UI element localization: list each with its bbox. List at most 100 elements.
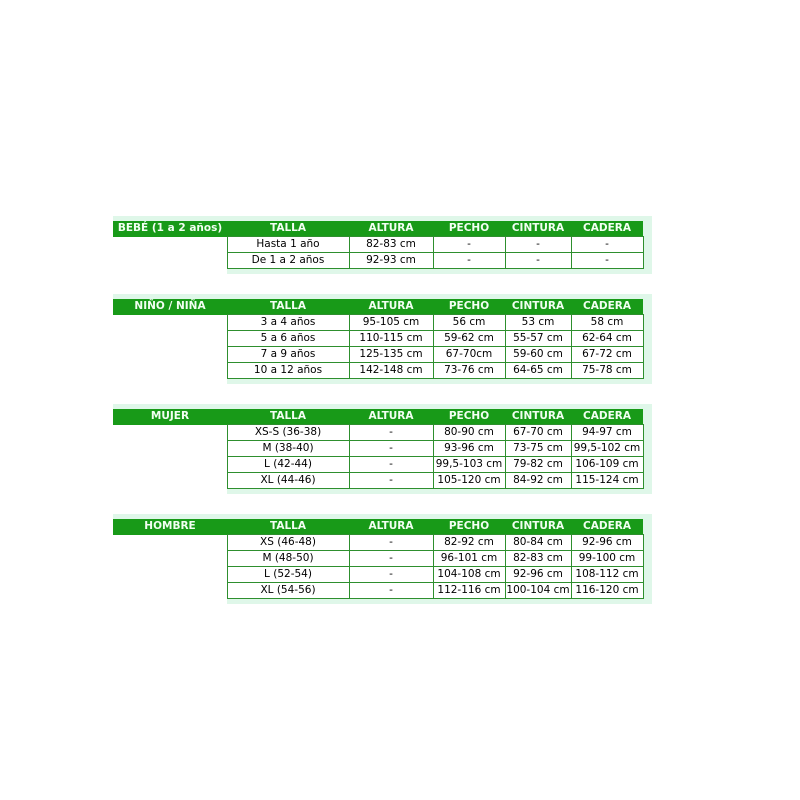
cell-cadera: 108-112 cm (570, 566, 644, 583)
size-table-block: BEBÉ (1 a 2 años) TALLA ALTURA PECHO CINTUR… (113, 216, 652, 274)
cell-cadera: 75-78 cm (570, 362, 644, 379)
size-table-block: MUJER TALLA ALTURA PECHO CINTURA CADERA XS-S… (113, 404, 652, 494)
label-column-spacer (113, 425, 227, 441)
cell-talla: M (48-50) (226, 550, 350, 567)
table-row: 10 a 12 años 142-148 cm 73-76 cm 64-65 cm 75… (113, 362, 644, 379)
cell-altura: - (348, 440, 434, 457)
cell-altura: - (348, 472, 434, 489)
size-table: BEBÉ (1 a 2 años) TALLA ALTURA PECHO CINTUR… (113, 221, 644, 269)
label-column-mask (113, 236, 227, 274)
column-header-cadera: CADERA (571, 519, 643, 535)
label-column-spacer (113, 331, 227, 347)
column-header-cadera: CADERA (571, 221, 643, 237)
label-column-mask (113, 534, 227, 604)
cell-altura: - (348, 534, 434, 551)
column-header-cintura: CINTURA (505, 299, 571, 315)
column-header-talla: TALLA (227, 221, 349, 237)
cell-talla: M (38-40) (226, 440, 350, 457)
column-header-altura: ALTURA (349, 409, 433, 425)
label-column-spacer (113, 535, 227, 551)
cell-cadera: 58 cm (570, 314, 644, 331)
cell-cadera: 67-72 cm (570, 346, 644, 363)
size-table: NIÑO / NIÑA TALLA ALTURA PECHO CINTURA CADER… (113, 299, 644, 379)
header-row: HOMBRE TALLA ALTURA PECHO CINTURA CADERA (113, 519, 643, 535)
size-table-block: HOMBRE TALLA ALTURA PECHO CINTURA CADERA XS … (113, 514, 652, 604)
cell-pecho: - (432, 236, 506, 253)
column-header-talla: TALLA (227, 519, 349, 535)
cell-cadera: - (570, 236, 644, 253)
cell-cadera: 99-100 cm (570, 550, 644, 567)
header-row: NIÑO / NIÑA TALLA ALTURA PECHO CINTURA CADER… (113, 299, 643, 315)
column-header-cintura: CINTURA (505, 221, 571, 237)
cell-altura: 82-83 cm (348, 236, 434, 253)
cell-cintura: - (504, 252, 572, 269)
table-row: De 1 a 2 años 92-93 cm - - - (113, 252, 644, 269)
cell-pecho: 93-96 cm (432, 440, 506, 457)
cell-pecho: 80-90 cm (432, 424, 506, 441)
cell-talla: Hasta 1 año (226, 236, 350, 253)
cell-altura: - (348, 582, 434, 599)
cell-altura: 142-148 cm (348, 362, 434, 379)
cell-cintura: 92-96 cm (504, 566, 572, 583)
table-row: L (52-54) -104-108 cm 92-96 cm 108-112 cm (113, 566, 644, 583)
cell-pecho: - (432, 252, 506, 269)
cell-altura: 92-93 cm (348, 252, 434, 269)
column-header-pecho: PECHO (433, 299, 505, 315)
column-header-altura: ALTURA (349, 519, 433, 535)
label-column-spacer (113, 253, 227, 269)
cell-talla: 7 a 9 años (226, 346, 350, 363)
cell-talla: De 1 a 2 años (226, 252, 350, 269)
size-table: MUJER TALLA ALTURA PECHO CINTURA CADERA XS-S… (113, 409, 644, 489)
cell-cadera: - (570, 252, 644, 269)
label-column-spacer (113, 315, 227, 331)
cell-talla: 3 a 4 años (226, 314, 350, 331)
column-header-cadera: CADERA (571, 409, 643, 425)
cell-cintura: 53 cm (504, 314, 572, 331)
table-row: XL (54-56) -112-116 cm 100-104 cm 116-120 c… (113, 582, 644, 599)
cell-cintura: 80-84 cm (504, 534, 572, 551)
size-table-block: NIÑO / NIÑA TALLA ALTURA PECHO CINTURA CADER… (113, 294, 652, 384)
size-table: HOMBRE TALLA ALTURA PECHO CINTURA CADERA XS … (113, 519, 644, 599)
cell-talla: XS (46-48) (226, 534, 350, 551)
cell-talla: XS-S (36-38) (226, 424, 350, 441)
column-header-altura: ALTURA (349, 221, 433, 237)
label-column-spacer (113, 237, 227, 253)
table-row: M (48-50) -96-101 cm 82-83 cm 99-100 cm (113, 550, 644, 567)
table-row: Hasta 1 año 82-83 cm - - - (113, 236, 644, 253)
cell-cadera: 92-96 cm (570, 534, 644, 551)
label-column-mask (113, 314, 227, 384)
table-row: M (38-40) -93-96 cm 73-75 cm 99,5-102 cm (113, 440, 644, 457)
table-row: XS-S (36-38) -80-90 cm 67-70 cm 94-97 cm (113, 424, 644, 441)
column-header-talla: TALLA (227, 299, 349, 315)
category-header: NIÑO / NIÑA (113, 299, 227, 315)
label-column-spacer (113, 457, 227, 473)
cell-cadera: 94-97 cm (570, 424, 644, 441)
cell-talla: XL (54-56) (226, 582, 350, 599)
cell-pecho: 56 cm (432, 314, 506, 331)
cell-cintura: 55-57 cm (504, 330, 572, 347)
cell-pecho: 96-101 cm (432, 550, 506, 567)
cell-talla: L (42-44) (226, 456, 350, 473)
cell-cintura: 100-104 cm (504, 582, 572, 599)
label-column-spacer (113, 473, 227, 489)
header-row: BEBÉ (1 a 2 años) TALLA ALTURA PECHO CINTUR… (113, 221, 643, 237)
column-header-cintura: CINTURA (505, 519, 571, 535)
cell-talla: 5 a 6 años (226, 330, 350, 347)
cell-cintura: - (504, 236, 572, 253)
cell-altura: - (348, 550, 434, 567)
cell-cintura: 84-92 cm (504, 472, 572, 489)
cell-altura: 110-115 cm (348, 330, 434, 347)
cell-pecho: 112-116 cm (432, 582, 506, 599)
cell-talla: XL (44-46) (226, 472, 350, 489)
column-header-cintura: CINTURA (505, 409, 571, 425)
category-header: BEBÉ (1 a 2 años) (113, 221, 227, 237)
table-row: 7 a 9 años 125-135 cm 67-70cm 59-60 cm 67-72… (113, 346, 644, 363)
cell-cintura: 82-83 cm (504, 550, 572, 567)
cell-altura: 125-135 cm (348, 346, 434, 363)
column-header-cadera: CADERA (571, 299, 643, 315)
cell-pecho: 105-120 cm (432, 472, 506, 489)
cell-cadera: 106-109 cm (570, 456, 644, 473)
table-row: L (42-44) -99,5-103 cm 79-82 cm 106-109 cm (113, 456, 644, 473)
cell-pecho: 99,5-103 cm (432, 456, 506, 473)
label-column-spacer (113, 583, 227, 599)
